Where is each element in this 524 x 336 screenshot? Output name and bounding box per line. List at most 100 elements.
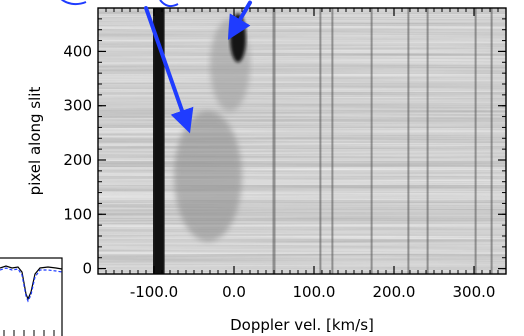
- slit-band: [98, 128, 506, 131]
- slit-band: [98, 62, 506, 65]
- slit-band: [98, 182, 506, 185]
- absorption-line: [331, 8, 334, 274]
- annotation-arrow: [227, 0, 252, 41]
- slit-band: [98, 260, 506, 263]
- slit-band: [98, 257, 506, 260]
- x-tick-label: 0.0: [222, 283, 246, 301]
- x-tick-label: 300.0: [453, 283, 496, 301]
- slit-band: [98, 59, 506, 62]
- slit-band: [98, 197, 506, 200]
- inset-ticks: [3, 330, 55, 336]
- inset-profile-dashed: [0, 267, 63, 303]
- y-tick-label: 100: [63, 205, 92, 223]
- plot-frame: [97, 7, 507, 275]
- x-axis-title: Doppler vel. [km/s]: [230, 316, 374, 334]
- slit-band: [98, 233, 506, 236]
- slit-band: [98, 56, 506, 59]
- slit-band: [98, 242, 506, 245]
- slit-band: [98, 83, 506, 86]
- absorption-line: [370, 8, 373, 274]
- x-tick-label: 100.0: [293, 283, 336, 301]
- slit-band: [98, 209, 506, 212]
- slit-band: [98, 224, 506, 227]
- slit-band: [98, 95, 506, 98]
- absorption-line: [154, 8, 165, 274]
- slit-band: [98, 221, 506, 224]
- slit-band: [98, 230, 506, 233]
- slit-band: [98, 68, 506, 71]
- slit-band: [98, 44, 506, 47]
- absorption-line: [474, 8, 477, 274]
- absorption-line: [426, 8, 429, 274]
- slit-band: [98, 80, 506, 83]
- slit-band: [98, 29, 506, 32]
- slit-band: [98, 71, 506, 74]
- slit-band: [98, 188, 506, 191]
- x-tick-label: 200.0: [373, 283, 416, 301]
- inset-profile-solid: [0, 265, 63, 301]
- absorption-line: [407, 8, 410, 274]
- slit-band: [98, 170, 506, 173]
- slit-band: [98, 164, 506, 167]
- top-mid-annotation-fragment: [159, 0, 179, 8]
- slit-band: [98, 254, 506, 257]
- slit-band: [98, 146, 506, 149]
- y-axis: 0 100 200 300 400: [63, 7, 506, 278]
- absorption-line: [319, 8, 322, 274]
- slit-band: [98, 206, 506, 209]
- slit-band: [98, 50, 506, 53]
- slit-band: [98, 227, 506, 230]
- slit-band: [98, 53, 506, 56]
- y-tick-label: 0: [82, 260, 92, 278]
- emission-feature: [174, 111, 242, 242]
- absorption-lines: [153, 8, 493, 274]
- inset-frame: [0, 257, 63, 336]
- slit-band: [98, 26, 506, 29]
- slit-band: [98, 89, 506, 92]
- slit-band: [98, 191, 506, 194]
- slit-band: [98, 173, 506, 176]
- slit-band: [98, 77, 506, 80]
- slit-band: [98, 176, 506, 179]
- image-noise: [98, 8, 506, 274]
- slit-band: [98, 266, 506, 269]
- slit-band: [98, 104, 506, 107]
- absorption-line: [272, 8, 276, 274]
- slit-band: [98, 47, 506, 50]
- slit-band: [98, 14, 506, 17]
- absorption-line: [490, 8, 493, 274]
- slit-band: [98, 248, 506, 251]
- slit-band: [98, 101, 506, 104]
- slit-band: [98, 272, 506, 274]
- slit-band: [98, 86, 506, 89]
- slit-band: [98, 125, 506, 128]
- spectrum-image: [98, 8, 506, 274]
- slit-band: [98, 20, 506, 23]
- slit-band: [98, 119, 506, 122]
- slit-band: [98, 65, 506, 68]
- slit-band: [98, 116, 506, 119]
- slit-band: [98, 239, 506, 242]
- slit-band: [98, 92, 506, 95]
- slit-band: [98, 236, 506, 239]
- slit-band: [98, 245, 506, 248]
- annotation-arrow: [144, 6, 194, 134]
- slit-band: [98, 38, 506, 41]
- slit-band: [98, 152, 506, 155]
- x-tick-label: -100.0: [130, 283, 178, 301]
- x-axis: -100.0 0.0 100.0 200.0 300.0: [97, 8, 507, 301]
- slit-band: [98, 263, 506, 266]
- y-tick-label: 400: [63, 42, 92, 60]
- slit-band: [98, 8, 506, 11]
- annotation-arrows: [144, 0, 252, 134]
- slit-band: [98, 74, 506, 77]
- slit-band: [98, 137, 506, 140]
- slit-band: [98, 155, 506, 158]
- slit-band: [98, 131, 506, 134]
- slit-bands: [98, 8, 506, 274]
- slit-band: [98, 140, 506, 143]
- slit-band: [98, 17, 506, 20]
- y-axis-title: pixel along slit: [26, 87, 44, 196]
- slit-band: [98, 200, 506, 203]
